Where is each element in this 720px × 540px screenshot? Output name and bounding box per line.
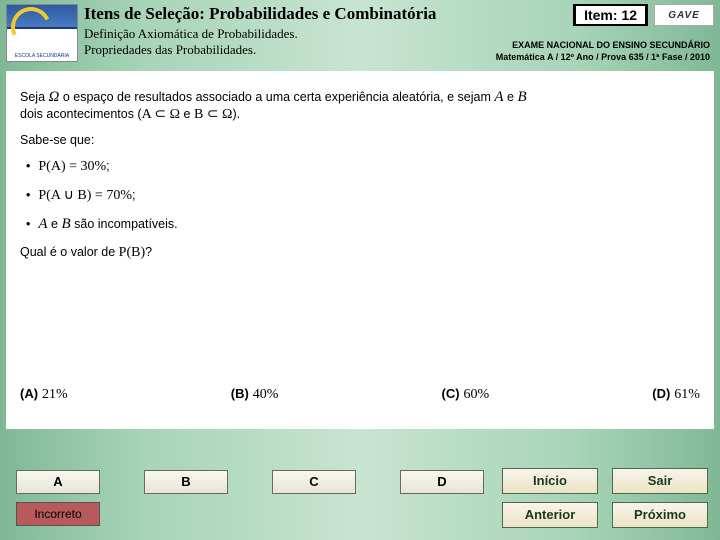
option-c: (C)60% xyxy=(442,386,490,403)
sair-button[interactable]: Sair xyxy=(612,468,708,494)
answer-d-button[interactable]: D xyxy=(400,470,484,494)
inicio-button[interactable]: Início xyxy=(502,468,598,494)
option-b: (B)40% xyxy=(231,386,279,403)
given-list: P(A) = 30%; P(A ∪ B) = 70%; A e B são in… xyxy=(26,159,700,233)
header-text: Itens de Seleção: Probabilidades e Combi… xyxy=(84,4,567,59)
nav-buttons: Início Sair Anterior Próximo xyxy=(502,468,708,528)
question-panel: Seja Ω o espaço de resultados associado … xyxy=(6,71,714,429)
gave-logo: GAVE xyxy=(654,4,714,26)
answer-a-button[interactable]: A xyxy=(16,470,100,494)
answer-b-button[interactable]: B xyxy=(144,470,228,494)
anterior-button[interactable]: Anterior xyxy=(502,502,598,528)
proximo-button[interactable]: Próximo xyxy=(612,502,708,528)
item-badge: Item: 12 xyxy=(573,4,648,26)
question-prompt: Qual é o valor de P(B)? xyxy=(20,245,700,261)
given-item: P(A ∪ B) = 70%; xyxy=(26,187,700,204)
feedback-badge: Incorreto xyxy=(16,502,100,526)
given-item: A e B são incompatíveis. xyxy=(26,216,700,233)
given-item: P(A) = 30%; xyxy=(26,159,700,175)
sabe-se-que: Sabe-se que: xyxy=(20,133,700,147)
page-subtitle: Definição Axiomática de Probabilidades. … xyxy=(84,26,567,59)
option-d: (D)61% xyxy=(652,386,700,403)
page-title: Itens de Seleção: Probabilidades e Combi… xyxy=(84,4,567,24)
options-row: (A)21% (B)40% (C)60% (D)61% xyxy=(20,386,700,403)
option-a: (A)21% xyxy=(20,386,68,403)
school-logo: ESCOLA SECUNDÁRIA xyxy=(6,4,78,62)
question-intro: Seja Ω o espaço de resultados associado … xyxy=(20,89,700,123)
answer-c-button[interactable]: C xyxy=(272,470,356,494)
